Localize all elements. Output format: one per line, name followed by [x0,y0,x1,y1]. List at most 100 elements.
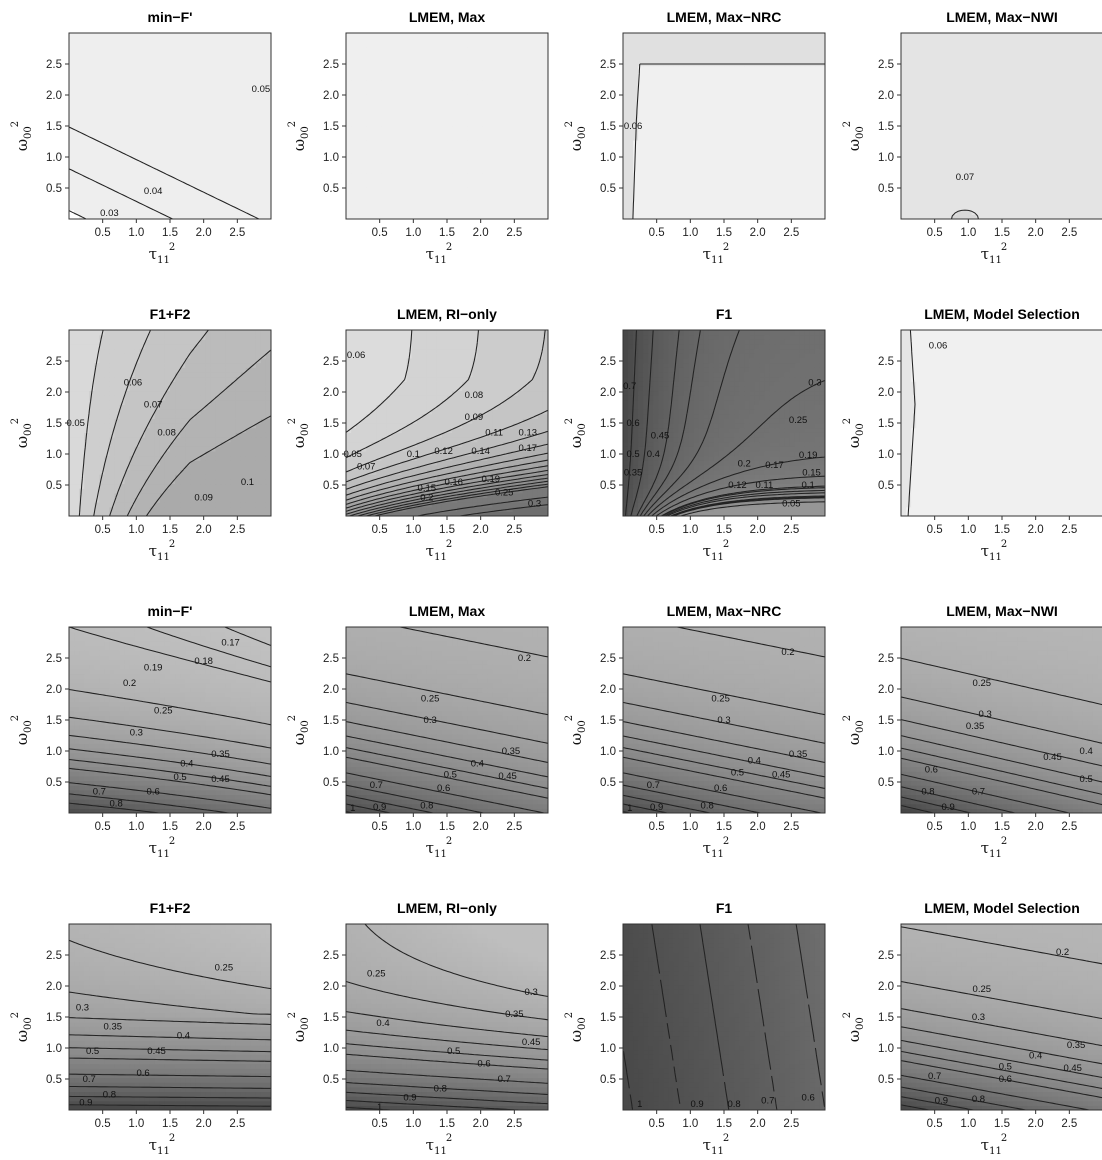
contour-label: 0.5 [447,1046,460,1057]
panel-title: F1 [716,900,733,916]
x-tick-label: 2.0 [473,524,489,536]
x-tick-label: 0.5 [927,821,943,833]
contour-label: 0.9 [79,1098,92,1109]
y-tick-label: 1.5 [600,1012,616,1024]
y-tick-label: 1.0 [46,746,62,758]
panel-title: LMEM, Max [409,603,485,619]
contour-line [901,1039,1102,1078]
x-tick-label: 1.0 [960,524,976,536]
y-tick-label: 2.0 [600,90,616,102]
y-tick-label: 1.5 [46,1012,62,1024]
contour-label: 0.4 [180,758,193,769]
y-tick-label: 1.0 [46,1043,62,1055]
y-tick-label: 2.0 [600,981,616,993]
x-tick-label: 2.5 [229,524,245,536]
contour-lines [346,924,548,1110]
panel-fill [623,924,825,1110]
contour-line [346,459,548,505]
contour-line [901,696,1102,744]
x-tick-label: 1.5 [716,821,732,833]
panel-4: 0.07 LMEM, Max−NWI 0.5 1.0 1.5 2.0 2.5 0.5 1.0 1.… [842,9,1102,266]
x-tick-label: 1.5 [716,1118,732,1130]
y-tick-label: 1.0 [878,449,894,461]
contour-line [901,1060,1102,1099]
x-tick-label: 0.5 [649,524,665,536]
contour-label: 0.4 [177,1031,190,1042]
x-tick-label: 1.0 [405,1118,421,1130]
contour-label: 0.6 [925,765,938,776]
contour-line [69,688,271,726]
x-tick-label: 2.0 [473,227,489,239]
y-tick-label: 1.0 [323,746,339,758]
contour-line [69,1047,271,1053]
x-tick-label: 1.5 [162,227,178,239]
x-tick-label: 1.5 [439,1118,455,1130]
contour-line [346,772,545,813]
contour-line [901,796,971,813]
contour-label: 0.45 [651,430,670,441]
y-tick-label: 2.5 [878,356,894,368]
contour-label: 0.45 [1063,1063,1082,1074]
x-tick-label: 0.5 [95,227,111,239]
x-tick-label: 1.0 [405,821,421,833]
contour-line [643,330,740,516]
y-tick-label: 1.0 [600,1043,616,1055]
contour-label: 0.11 [485,427,503,438]
y-tick-label: 0.5 [600,777,616,789]
x-tick-label: 2.0 [196,227,212,239]
contour-label: 0.5 [731,768,744,779]
y-tick-label: 2.0 [323,90,339,102]
contour-line [651,924,681,1104]
contour-label: 0.8 [434,1083,447,1094]
contour-label: 0.4 [471,758,484,769]
x-axis-label: τ112 [981,242,1007,266]
y-tick-label: 1.0 [600,746,616,758]
contour-line [69,1057,271,1062]
contour-label: 0.25 [495,487,514,498]
contour-label: 0.45 [522,1037,541,1048]
panel-fill [901,33,1102,219]
y-tick-label: 0.5 [600,480,616,492]
contour-lines [69,939,271,1107]
contour-line [346,1029,548,1051]
contour-label: 0.05 [782,499,801,510]
contour-label: 0.19 [482,474,501,485]
y-tick-label: 1.5 [323,121,339,133]
contour-label: 0.45 [1043,752,1062,763]
contour-label: 0.3 [808,378,821,389]
contour-label: 0.05 [66,418,85,429]
contour-label: 0.2 [123,678,136,689]
contour-line [747,924,778,1110]
x-tick-label: 2.5 [506,821,522,833]
contour-line [632,63,825,219]
contour-label: 0.6 [437,783,450,794]
contour-line [623,756,825,799]
contour-lines [901,926,1102,1110]
y-tick-label: 1.5 [46,715,62,727]
contour-line [907,330,916,516]
y-tick-label: 0.5 [46,480,62,492]
x-axis-label: τ112 [426,836,452,860]
contour-line [346,1069,548,1084]
y-tick-label: 2.5 [46,356,62,368]
contour-label: 0.7 [647,780,660,791]
x-tick-label: 2.0 [1028,821,1044,833]
x-tick-label: 2.5 [506,524,522,536]
contour-line [109,330,209,516]
panel-title: LMEM, Model Selection [924,900,1080,916]
contour-lines [69,126,260,219]
x-tick-label: 1.5 [162,1118,178,1130]
y-tick-label: 1.0 [323,1043,339,1055]
contour-lines [623,924,825,1110]
contour-label: 0.7 [761,1096,774,1107]
y-tick-label: 1.0 [878,152,894,164]
panel-fill [623,33,825,219]
panel-12: 0.25 0.30.35 0.4 0.45 0.5 0.6 0.7 0.8 0.9 LMEM, M… [842,603,1102,860]
contour-label: 0.14 [471,446,490,457]
contour-label: 0.1 [241,477,254,488]
y-tick-label: 2.0 [600,684,616,696]
y-tick-label: 0.5 [46,183,62,195]
contour-line [664,489,825,516]
y-tick-label: 1.5 [323,418,339,430]
